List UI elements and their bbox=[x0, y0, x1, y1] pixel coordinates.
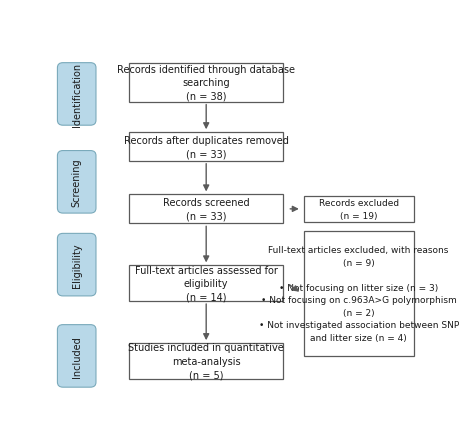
Bar bbox=[129, 195, 283, 224]
Text: Full-text articles excluded, with reasons
(n = 9)

• Not focusing on litter size: Full-text articles excluded, with reason… bbox=[258, 246, 459, 342]
FancyBboxPatch shape bbox=[57, 325, 96, 387]
Text: Full-text articles assessed for
eligibility
(n = 14): Full-text articles assessed for eligibil… bbox=[135, 265, 278, 302]
Bar bbox=[303, 197, 414, 222]
Text: Records screened
(n = 33): Records screened (n = 33) bbox=[163, 198, 249, 221]
Text: Identification: Identification bbox=[72, 63, 82, 127]
FancyBboxPatch shape bbox=[57, 234, 96, 296]
FancyBboxPatch shape bbox=[57, 64, 96, 126]
Bar bbox=[129, 64, 283, 102]
Text: Screening: Screening bbox=[72, 158, 82, 207]
Text: Eligibility: Eligibility bbox=[72, 243, 82, 287]
Bar bbox=[129, 133, 283, 161]
Text: Records identified through database
searching
(n = 38): Records identified through database sear… bbox=[117, 64, 295, 102]
Bar bbox=[129, 343, 283, 379]
Text: Records after duplicates removed
(n = 33): Records after duplicates removed (n = 33… bbox=[124, 135, 289, 159]
Text: Records excluded
(n = 19): Records excluded (n = 19) bbox=[319, 199, 399, 220]
Bar bbox=[129, 266, 283, 301]
Text: Studies included in quantitative
meta-analysis
(n = 5): Studies included in quantitative meta-an… bbox=[128, 343, 284, 380]
Text: Included: Included bbox=[72, 335, 82, 377]
Bar bbox=[303, 231, 414, 356]
FancyBboxPatch shape bbox=[57, 151, 96, 214]
